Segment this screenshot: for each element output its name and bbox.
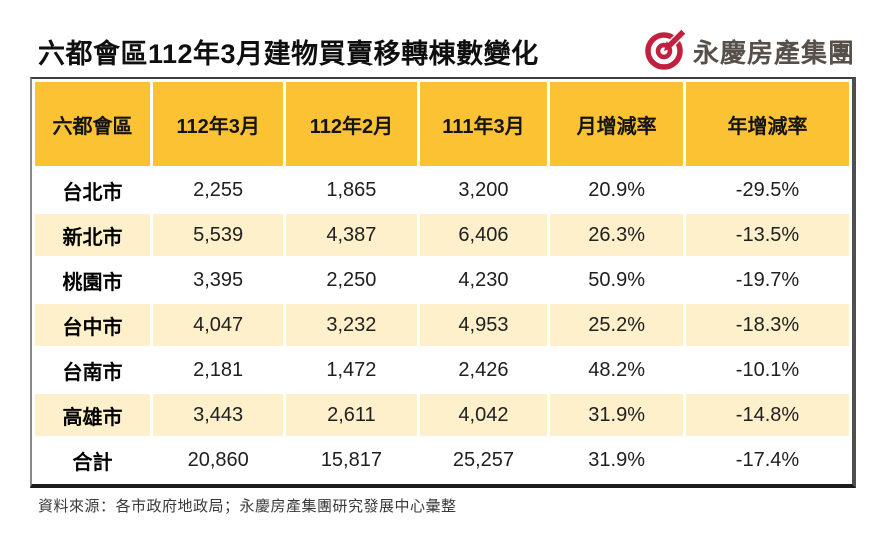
value-cell: -19.7%	[685, 259, 849, 301]
value-cell: 25.2%	[550, 304, 683, 346]
header: 六都會區112年3月建物買賣移轉棟數變化 永慶房產集團	[38, 26, 855, 76]
value-cell: 15,817	[286, 439, 417, 481]
value-cell: 4,953	[419, 304, 548, 346]
column-header: 月增減率	[550, 82, 683, 166]
column-header: 年增減率	[685, 82, 849, 166]
value-cell: 31.9%	[550, 394, 683, 436]
row-label-cell: 高雄市	[35, 394, 151, 436]
value-cell: 3,232	[286, 304, 417, 346]
value-cell: 48.2%	[550, 349, 683, 391]
table-row: 台中市 4,047 3,232 4,953 25.2% -18.3%	[35, 304, 849, 346]
value-cell: -29.5%	[685, 169, 849, 211]
table-row: 高雄市 3,443 2,611 4,042 31.9% -14.8%	[35, 394, 849, 436]
value-cell: 2,611	[286, 394, 417, 436]
value-cell: -10.1%	[685, 349, 849, 391]
row-label-cell: 桃園市	[35, 259, 151, 301]
value-cell: 3,200	[419, 169, 548, 211]
value-cell: 5,539	[153, 214, 284, 256]
value-cell: 20,860	[153, 439, 284, 481]
value-cell: 25,257	[419, 439, 548, 481]
value-cell: 4,387	[286, 214, 417, 256]
column-header: 111年3月	[419, 82, 548, 166]
value-cell: -18.3%	[685, 304, 849, 346]
value-cell: 20.9%	[550, 169, 683, 211]
value-cell: 2,255	[153, 169, 284, 211]
table-row: 台南市 2,181 1,472 2,426 48.2% -10.1%	[35, 349, 849, 391]
page-title: 六都會區112年3月建物買賣移轉棟數變化	[38, 38, 539, 69]
table-header-row: 六都會區 112年3月 112年2月 111年3月 月增減率 年增減率	[35, 82, 849, 166]
brand-logo: 永慶房產集團	[642, 29, 855, 73]
table-row: 合計 20,860 15,817 25,257 31.9% -17.4%	[35, 439, 849, 481]
brand-logo-text: 永慶房產集團	[692, 37, 855, 68]
value-cell: 1,472	[286, 349, 417, 391]
yungching-bullseye-icon	[645, 29, 686, 70]
value-cell: 26.3%	[550, 214, 683, 256]
row-label-cell: 台南市	[35, 349, 151, 391]
row-label-cell: 合計	[35, 439, 151, 481]
row-label-cell: 台中市	[35, 304, 151, 346]
value-cell: 50.9%	[550, 259, 683, 301]
value-cell: 3,443	[153, 394, 284, 436]
row-label-cell: 台北市	[35, 169, 151, 211]
column-header: 六都會區	[35, 82, 151, 166]
value-cell: 1,865	[286, 169, 417, 211]
source-note: 資料來源：各市政府地政局；永慶房產集團研究發展中心彙整	[38, 498, 457, 515]
column-header: 112年3月	[153, 82, 284, 166]
column-header: 112年2月	[286, 82, 417, 166]
value-cell: 4,047	[153, 304, 284, 346]
transfer-data-table: 六都會區 112年3月 112年2月 111年3月 月增減率 年增減率 台北市 2,255 1…	[32, 79, 852, 484]
value-cell: 4,230	[419, 259, 548, 301]
value-cell: -14.8%	[685, 394, 849, 436]
value-cell: 3,395	[153, 259, 284, 301]
value-cell: 2,181	[153, 349, 284, 391]
value-cell: -17.4%	[685, 439, 849, 481]
table-row: 新北市 5,539 4,387 6,406 26.3% -13.5%	[35, 214, 849, 256]
value-cell: 2,426	[419, 349, 548, 391]
value-cell: 6,406	[419, 214, 548, 256]
table-row: 台北市 2,255 1,865 3,200 20.9% -29.5%	[35, 169, 849, 211]
value-cell: -13.5%	[685, 214, 849, 256]
value-cell: 4,042	[419, 394, 548, 436]
value-cell: 31.9%	[550, 439, 683, 481]
row-label-cell: 新北市	[35, 214, 151, 256]
table-row: 桃園市 3,395 2,250 4,230 50.9% -19.7%	[35, 259, 849, 301]
data-table-container: 六都會區 112年3月 112年2月 111年3月 月增減率 年增減率 台北市 2,255 1…	[30, 77, 856, 488]
value-cell: 2,250	[286, 259, 417, 301]
